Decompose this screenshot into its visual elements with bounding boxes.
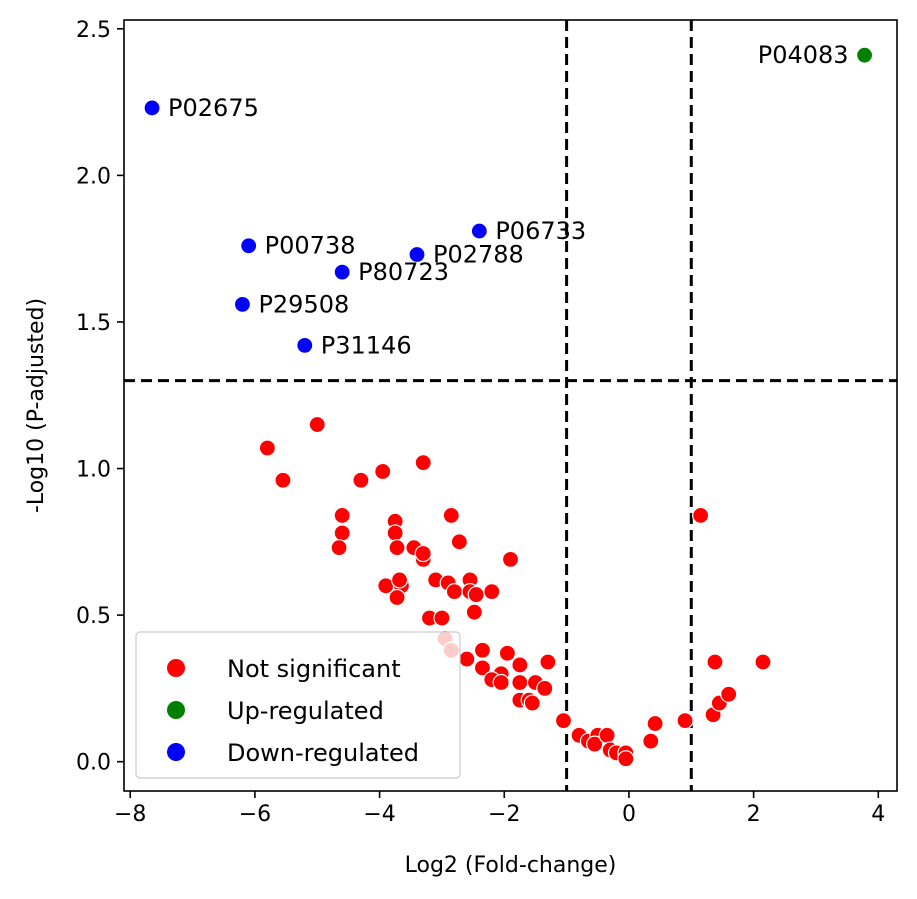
x-tick-label-1: −8 [114, 802, 146, 827]
point-down-regulated-1 [143, 99, 161, 117]
point-not-significant-32 [433, 609, 451, 627]
point-label-p06733: P06733 [495, 217, 586, 245]
y-tick-label-6: 2.5 [76, 18, 111, 43]
point-down-regulated-2 [240, 237, 258, 255]
x-tick-label-2: −6 [239, 802, 271, 827]
point-not-significant-6 [414, 454, 432, 472]
point-not-significant-67 [720, 685, 738, 703]
point-label-p00738: P00738 [265, 232, 356, 260]
point-down-regulated-7 [296, 336, 314, 355]
point-not-significant-40 [473, 659, 492, 677]
point-not-significant-47 [523, 694, 541, 712]
point-not-significant-63 [692, 506, 710, 525]
point-not-significant-28 [467, 585, 485, 604]
y-tick-label-1: 0.0 [76, 751, 111, 776]
y-tick-label-5: 2.0 [76, 164, 111, 189]
legend-label-up-regulated: Up-regulated [227, 697, 384, 725]
point-not-significant-60 [642, 732, 660, 750]
point-not-significant-9 [330, 539, 348, 557]
point-not-significant-8 [333, 524, 351, 542]
point-label-p31146: P31146 [321, 331, 412, 359]
point-not-significant-35 [458, 650, 476, 668]
point-not-significant-30 [465, 603, 483, 621]
point-not-significant-64 [706, 653, 724, 671]
point-not-significant-17 [450, 533, 468, 551]
point-not-significant-50 [554, 712, 573, 730]
point-not-significant-59 [617, 750, 635, 768]
point-not-significant-22 [388, 588, 406, 607]
point-not-significant-2 [274, 471, 292, 489]
point-label-p29508: P29508 [258, 290, 349, 318]
legend: Not significant Up-regulated Down-regulate… [135, 631, 461, 779]
point-not-significant-11 [386, 524, 404, 542]
point-not-significant-39 [539, 653, 557, 671]
point-label-p02788: P02788 [433, 241, 524, 269]
point-not-significant-1 [258, 439, 276, 457]
x-tick-label-6: 2 [747, 802, 761, 827]
point-not-significant-43 [492, 673, 510, 692]
point-down-regulated-4 [408, 245, 426, 264]
point-up-regulated-1 [855, 46, 874, 64]
point-not-significant-7 [333, 506, 351, 525]
point-not-significant-68 [754, 653, 772, 671]
x-tick-label-4: −2 [488, 802, 520, 827]
point-not-significant-18 [501, 550, 520, 569]
legend-marker-down-regulated [167, 743, 185, 761]
point-label-p04083: P04083 [758, 41, 849, 69]
point-not-significant-54 [586, 735, 604, 753]
point-not-significant-21 [390, 571, 409, 589]
point-not-significant-5 [374, 462, 392, 481]
point-label-p02675: P02675 [168, 94, 259, 122]
legend-label-not-significant: Not significant [227, 655, 401, 683]
y-tick-label-3: 1.0 [76, 458, 111, 483]
point-not-significant-25 [445, 583, 463, 601]
legend-box [135, 631, 461, 779]
legend-label-down-regulated: Down-regulated [227, 739, 419, 767]
point-not-significant-3 [308, 415, 326, 434]
point-not-significant-62 [676, 712, 694, 730]
point-not-significant-55 [598, 726, 616, 744]
point-not-significant-38 [511, 656, 529, 674]
point-not-significant-4 [352, 471, 370, 489]
point-not-significant-15 [414, 544, 432, 563]
x-axis-label: Log2 (Fold-change) [405, 853, 617, 878]
point-down-regulated-6 [233, 295, 252, 313]
y-tick-label-2: 0.5 [76, 604, 111, 629]
point-not-significant-16 [442, 506, 460, 525]
plot-inner [124, 20, 897, 791]
point-not-significant-49 [536, 679, 554, 697]
point-not-significant-36 [473, 641, 492, 659]
point-label-p80723: P80723 [358, 258, 449, 286]
point-not-significant-29 [483, 583, 501, 601]
point-not-significant-44 [511, 673, 529, 692]
x-tick-label-5: 0 [622, 802, 636, 827]
point-down-regulated-3 [470, 222, 488, 240]
x-tick-label-3: −4 [363, 802, 395, 827]
y-tick-label-4: 1.5 [76, 311, 111, 336]
point-not-significant-61 [646, 714, 664, 733]
y-axis-label: -Log10 (P-adjusted) [24, 298, 49, 513]
point-not-significant-12 [388, 539, 406, 557]
x-tick-label-7: 4 [871, 802, 885, 827]
point-down-regulated-5 [333, 263, 351, 281]
legend-marker-not-significant [167, 659, 185, 677]
axes: −8 −6 −4 −2 0 2 4 0.0 0.5 1.0 1.5 2.0 2.5 [76, 18, 898, 827]
legend-marker-up-regulated [167, 701, 185, 719]
point-not-significant-37 [498, 644, 516, 662]
axes-frame [123, 19, 898, 792]
